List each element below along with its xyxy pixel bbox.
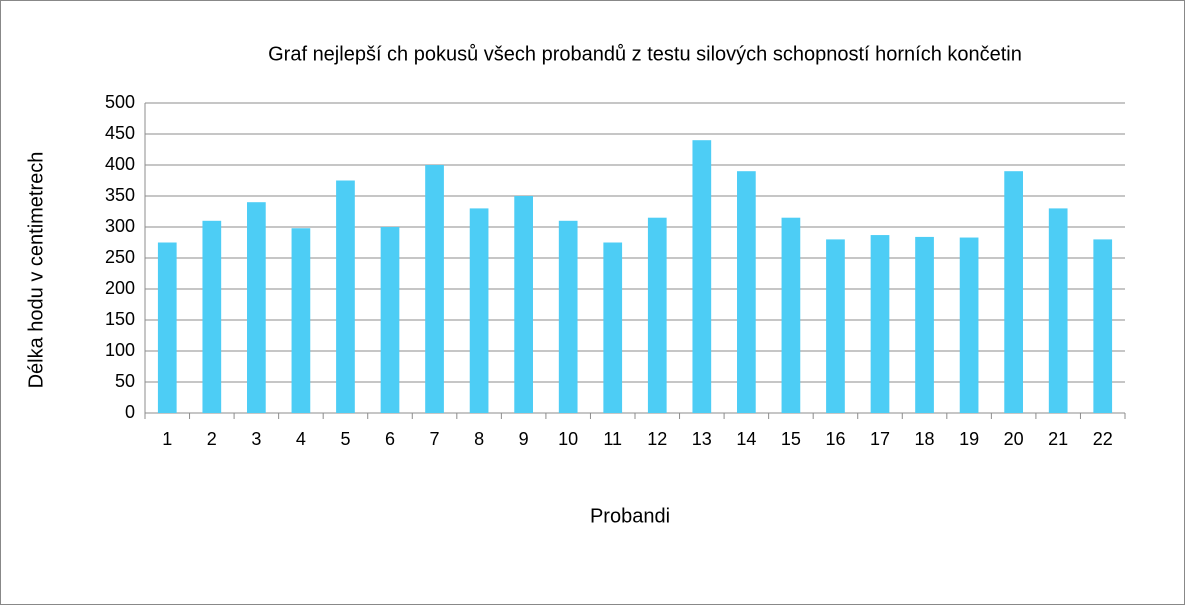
bar [959, 237, 979, 413]
x-tick-label: 11 [603, 429, 622, 449]
bar [247, 202, 266, 413]
y-tick-label: 150 [105, 309, 135, 329]
bar [425, 165, 444, 413]
bar [603, 242, 623, 413]
bar [469, 208, 489, 413]
x-tick-label: 14 [736, 429, 756, 449]
y-tick-label: 50 [115, 371, 135, 391]
bar [514, 196, 533, 413]
bar [291, 228, 311, 413]
bar [202, 220, 222, 413]
bar [692, 140, 712, 413]
bar [157, 242, 177, 413]
y-tick-label: 450 [105, 123, 135, 143]
bar [737, 171, 756, 413]
x-tick-label: 6 [385, 429, 395, 449]
bar [336, 180, 355, 413]
y-tick-label: 300 [105, 216, 135, 236]
x-tick-label: 3 [251, 429, 261, 449]
y-tick-label: 350 [105, 185, 135, 205]
bar [915, 236, 934, 413]
x-tick-label: 21 [1048, 429, 1068, 449]
y-tick-label: 250 [105, 247, 135, 267]
bar [781, 217, 801, 413]
y-axis-title: Délka hodu v centimetrech [25, 152, 47, 389]
x-tick-label: 19 [959, 429, 979, 449]
x-tick-label: 15 [781, 429, 801, 449]
x-tick-label: 10 [558, 429, 578, 449]
bar [647, 217, 667, 413]
bar [380, 227, 400, 413]
x-tick-label: 4 [296, 429, 306, 449]
chart-title: Graf nejlepší ch pokusů všech probandů z… [268, 43, 1022, 65]
x-tick-label: 13 [692, 429, 712, 449]
bar [1093, 239, 1113, 413]
x-tick-label: 2 [207, 429, 217, 449]
x-axis-title: Probandi [590, 505, 670, 527]
y-tick-label: 0 [125, 402, 135, 422]
y-tick-label: 100 [105, 340, 135, 360]
x-tick-label: 18 [915, 429, 935, 449]
y-tick-label: 400 [105, 154, 135, 174]
x-tick-label: 5 [340, 429, 350, 449]
x-tick-label: 1 [162, 429, 172, 449]
bar [870, 235, 890, 413]
x-tick-label: 9 [519, 429, 529, 449]
x-tick-label: 16 [825, 429, 845, 449]
x-tick-label: 12 [647, 429, 667, 449]
bar [1048, 208, 1068, 413]
bar [826, 239, 845, 413]
bar [1004, 171, 1023, 413]
x-tick-label: 20 [1004, 429, 1024, 449]
bar [558, 220, 578, 413]
y-tick-label: 500 [105, 92, 135, 112]
x-tick-label: 17 [870, 429, 890, 449]
y-tick-label: 200 [105, 278, 135, 298]
x-tick-label: 22 [1093, 429, 1113, 449]
x-tick-label: 7 [430, 429, 440, 449]
x-tick-label: 8 [474, 429, 484, 449]
